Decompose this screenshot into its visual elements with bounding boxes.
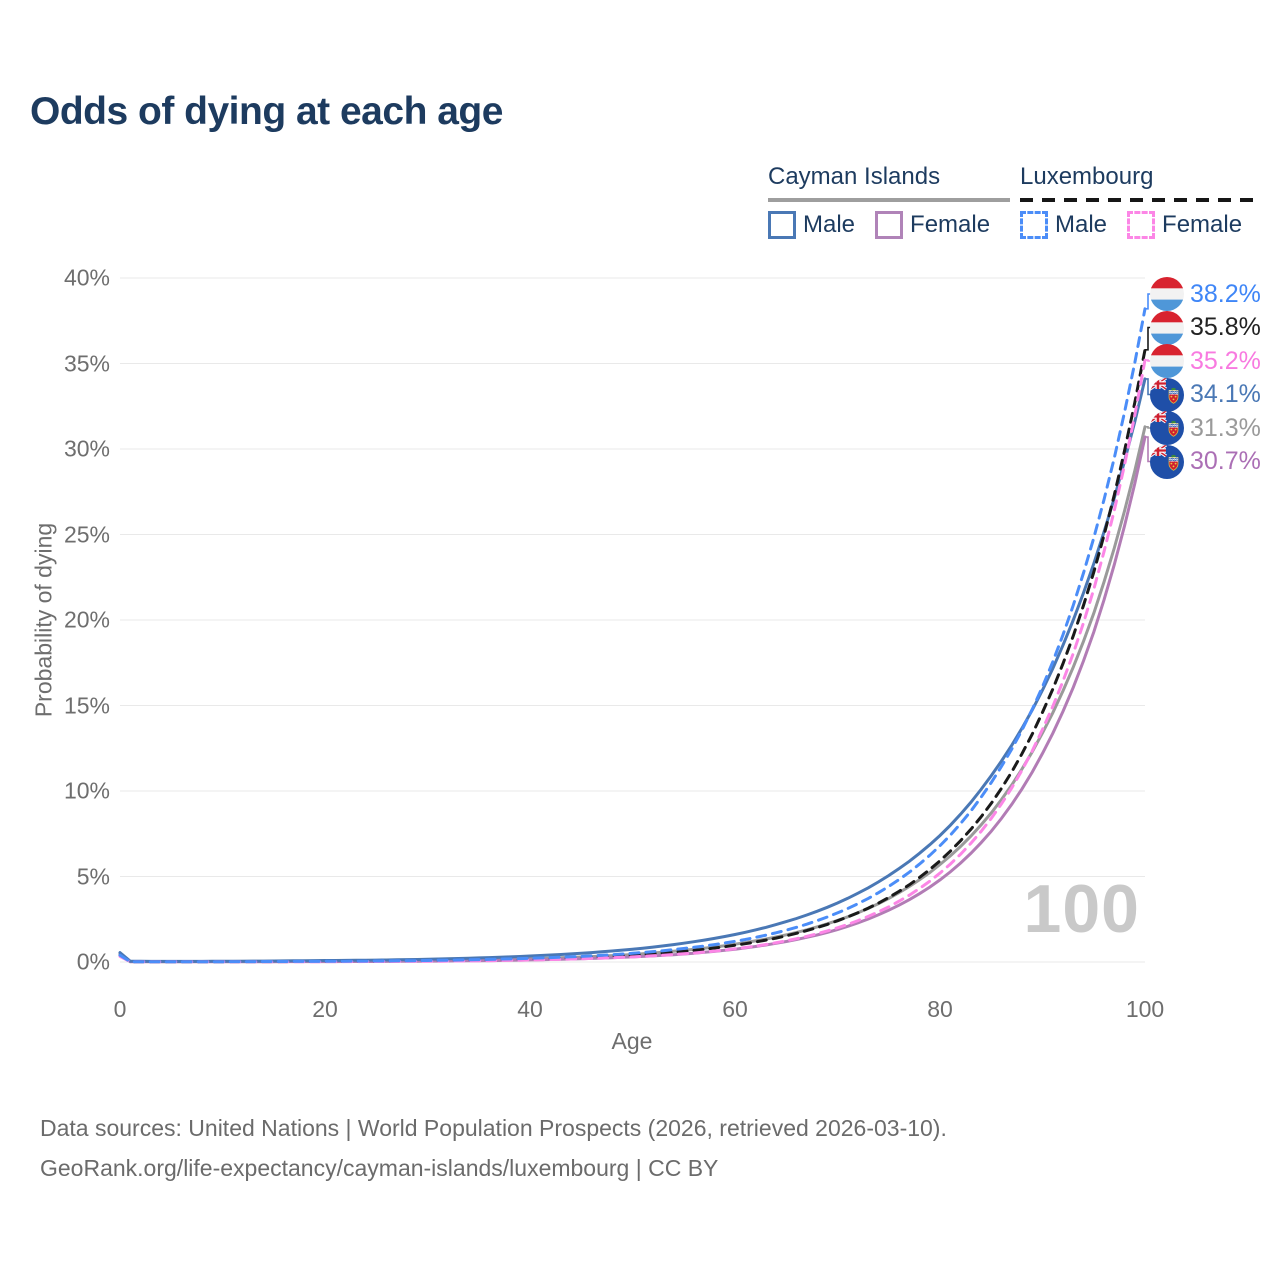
legend-header-cayman-islands[interactable]: Cayman Islands xyxy=(768,163,1011,202)
legend-item-label: Female xyxy=(910,211,991,238)
y-tick-label: 35% xyxy=(63,350,110,376)
y-tick-label: 20% xyxy=(63,606,110,633)
cayman-islands-flag-icon xyxy=(1150,377,1184,412)
end-label-value: 38.2% xyxy=(1190,279,1261,308)
legend-header-luxembourg[interactable]: Luxembourg xyxy=(1020,163,1263,202)
legend-group-luxembourg: Luxembourg Male Female xyxy=(1020,163,1263,239)
x-tick-label: 60 xyxy=(722,996,748,1022)
end-label-lux-female: 35.2% xyxy=(1150,344,1261,378)
luxembourg-male-swatch-icon xyxy=(1020,211,1048,239)
legend-item-label: Male xyxy=(1055,211,1108,238)
series-line-lux-female xyxy=(118,358,1147,964)
end-label-cayman-both: 31.3% xyxy=(1150,411,1261,445)
luxembourg-flag-icon xyxy=(1150,344,1184,378)
end-label-cayman-male: 34.1% xyxy=(1150,377,1261,412)
cayman-islands-flag-icon xyxy=(1150,444,1184,479)
end-label-lux-male: 38.2% xyxy=(1150,277,1261,311)
y-tick-label: 40% xyxy=(63,264,110,291)
series-line-cayman-female xyxy=(118,435,1147,964)
y-tick-label: 0% xyxy=(76,948,110,975)
x-tick-label: 100 xyxy=(1125,996,1165,1022)
legend-header-label: Cayman Islands xyxy=(768,163,941,190)
series-line-lux-male xyxy=(118,307,1147,964)
series-line-lux-both xyxy=(118,348,1147,964)
solid-line-sample xyxy=(768,198,1011,202)
y-tick-label: 25% xyxy=(63,521,110,547)
legend-item-cayman-female[interactable]: Female xyxy=(875,211,990,239)
cayman-islands-flag-icon xyxy=(1150,411,1184,445)
legend-item-label: Female xyxy=(1162,211,1243,238)
attribution-text: GeoRank.org/life-expectancy/cayman-islan… xyxy=(40,1155,719,1181)
x-tick-label: 40 xyxy=(517,996,543,1022)
age-watermark: 100 xyxy=(1023,871,1140,947)
cayman-female-swatch-icon xyxy=(875,211,904,239)
data-sources-text: Data sources: United Nations | World Pop… xyxy=(40,1115,947,1141)
x-axis-title: Age xyxy=(611,1028,653,1054)
x-tick-label: 20 xyxy=(312,996,338,1022)
legend-group-cayman-islands: Cayman Islands Male Female xyxy=(768,163,1011,239)
end-label-cayman-female: 30.7% xyxy=(1150,444,1261,479)
luxembourg-flag-icon xyxy=(1150,310,1184,345)
legend-item-luxembourg-female[interactable]: Female xyxy=(1127,211,1242,239)
end-label-value: 34.1% xyxy=(1190,380,1261,408)
y-tick-label: 15% xyxy=(63,692,110,718)
end-label-value: 30.7% xyxy=(1190,447,1261,475)
y-tick-label: 30% xyxy=(63,435,110,462)
x-tick-label: 0 xyxy=(113,996,127,1022)
end-label-value: 31.3% xyxy=(1190,413,1261,442)
cayman-male-swatch-icon xyxy=(768,211,796,239)
page-title: Odds of dying at each age xyxy=(30,90,503,133)
series-line-cayman-both xyxy=(118,425,1147,964)
legend-item-cayman-male[interactable]: Male xyxy=(768,211,855,239)
series-line-cayman-male xyxy=(118,377,1147,963)
end-label-value: 35.8% xyxy=(1190,313,1261,341)
dashed-line-sample xyxy=(1020,198,1263,202)
legend-header-label: Luxembourg xyxy=(1020,163,1154,190)
legend-item-label: Male xyxy=(803,211,856,238)
luxembourg-flag-icon xyxy=(1150,277,1184,311)
y-tick-label: 10% xyxy=(63,777,110,804)
x-tick-label: 80 xyxy=(927,996,953,1022)
end-label-value: 35.2% xyxy=(1190,346,1261,375)
end-label-lux-both: 35.8% xyxy=(1150,310,1261,345)
footer: Data sources: United Nations | World Pop… xyxy=(40,1108,947,1188)
legend-item-luxembourg-male[interactable]: Male xyxy=(1020,211,1107,239)
y-tick-label: 5% xyxy=(76,863,110,889)
luxembourg-female-swatch-icon xyxy=(1127,211,1156,239)
